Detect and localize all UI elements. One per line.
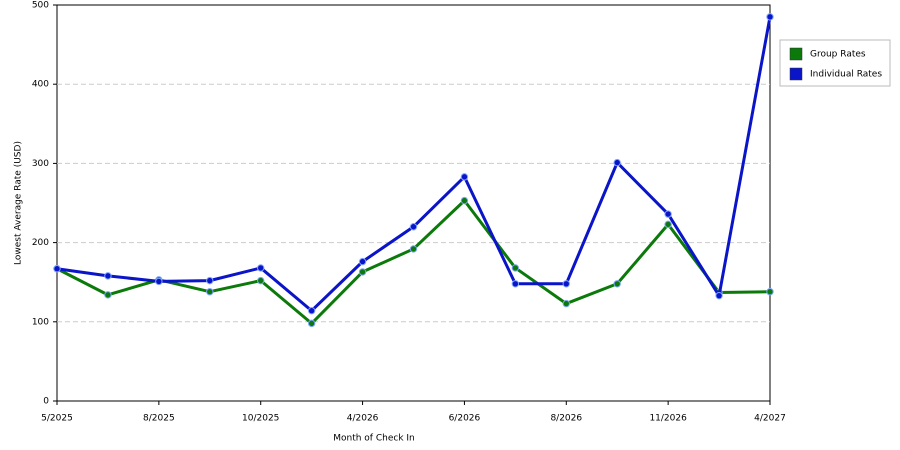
data-point [766,13,774,21]
x-axis-label: Month of Check In [333,434,415,444]
data-point [715,291,723,300]
y-axis-label: Lowest Average Rate (USD) [14,141,24,265]
data-point [409,223,418,231]
plot-area [56,4,771,402]
data-point [613,158,621,167]
y-tick-label: 400 [32,80,49,90]
data-point [257,276,265,285]
data-point [104,272,112,280]
data-point [307,307,316,315]
data-point [562,299,570,308]
x-tick-label: 10/2025 [242,414,279,424]
data-point [766,288,774,296]
data-point [257,264,265,272]
data-point [409,245,418,253]
legend-label: Group Rates [810,50,866,60]
data-point [155,277,163,286]
y-tick-label: 100 [32,317,49,327]
data-point [358,268,367,276]
data-point [358,257,367,266]
data-point [206,288,214,296]
data-point [511,280,520,288]
legend-label: Individual Rates [810,70,882,80]
x-tick-label: 6/2026 [449,414,481,424]
y-tick-label: 0 [43,397,49,407]
data-point [307,319,316,328]
x-tick-label: 4/2027 [754,414,786,424]
x-tick-label: 4/2026 [347,414,379,424]
data-point [104,291,112,299]
data-point [664,220,672,229]
x-tick-label: 8/2026 [550,414,582,424]
x-tick-label: 11/2026 [649,414,687,424]
y-tick-label: 200 [32,238,49,248]
x-tick-label: 5/2025 [41,414,73,424]
data-point [613,280,621,288]
data-point [206,276,214,285]
data-point [562,280,570,288]
x-tick-label: 8/2025 [143,414,175,424]
data-point [53,265,61,273]
legend-swatch [789,47,803,61]
data-point [460,173,469,181]
y-tick-label: 300 [32,159,49,169]
data-point [460,196,469,205]
data-point [664,210,672,218]
legend-swatch [789,67,803,81]
y-tick-label: 500 [32,1,49,11]
data-point [511,264,520,272]
